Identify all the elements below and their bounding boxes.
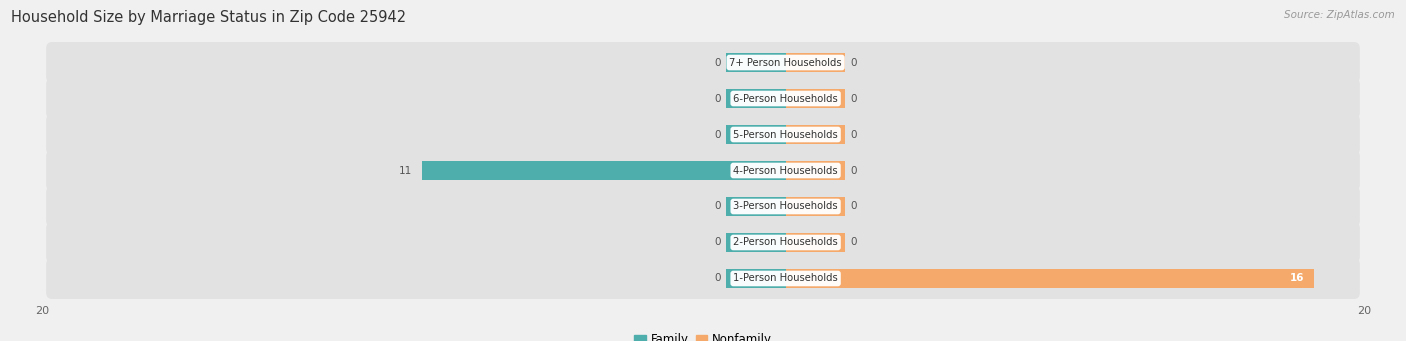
- Text: 5-Person Households: 5-Person Households: [733, 130, 838, 139]
- Bar: [786, 269, 1315, 288]
- Bar: [725, 89, 786, 108]
- Text: 16: 16: [1289, 273, 1305, 283]
- Text: 0: 0: [714, 58, 721, 68]
- Text: 11: 11: [399, 165, 412, 176]
- Bar: [725, 233, 786, 252]
- Bar: [725, 197, 786, 216]
- FancyBboxPatch shape: [46, 258, 1360, 299]
- Text: 0: 0: [851, 93, 856, 104]
- Text: 4-Person Households: 4-Person Households: [734, 165, 838, 176]
- FancyBboxPatch shape: [46, 222, 1360, 263]
- Text: 0: 0: [851, 202, 856, 211]
- FancyBboxPatch shape: [46, 186, 1360, 227]
- Text: 0: 0: [714, 273, 721, 283]
- Text: 0: 0: [714, 202, 721, 211]
- Text: 0: 0: [851, 58, 856, 68]
- Text: Household Size by Marriage Status in Zip Code 25942: Household Size by Marriage Status in Zip…: [11, 10, 406, 25]
- Bar: [725, 125, 786, 144]
- Bar: [725, 53, 786, 72]
- FancyBboxPatch shape: [46, 114, 1360, 155]
- Bar: [422, 161, 786, 180]
- Text: 6-Person Households: 6-Person Households: [733, 93, 838, 104]
- Legend: Family, Nonfamily: Family, Nonfamily: [630, 329, 776, 341]
- Bar: [725, 269, 786, 288]
- Text: 0: 0: [851, 237, 856, 248]
- Text: 0: 0: [714, 237, 721, 248]
- FancyBboxPatch shape: [46, 150, 1360, 191]
- Text: 1-Person Households: 1-Person Households: [733, 273, 838, 283]
- Text: 0: 0: [714, 93, 721, 104]
- Bar: [786, 125, 845, 144]
- Text: 0: 0: [851, 130, 856, 139]
- FancyBboxPatch shape: [46, 78, 1360, 119]
- Text: 0: 0: [714, 130, 721, 139]
- FancyBboxPatch shape: [46, 42, 1360, 83]
- Text: 0: 0: [851, 165, 856, 176]
- Text: 2-Person Households: 2-Person Households: [733, 237, 838, 248]
- Bar: [786, 197, 845, 216]
- Text: 3-Person Households: 3-Person Households: [734, 202, 838, 211]
- Text: 7+ Person Households: 7+ Person Households: [730, 58, 842, 68]
- Bar: [786, 53, 845, 72]
- Bar: [786, 233, 845, 252]
- Bar: [786, 89, 845, 108]
- Bar: [786, 161, 845, 180]
- Text: Source: ZipAtlas.com: Source: ZipAtlas.com: [1284, 10, 1395, 20]
